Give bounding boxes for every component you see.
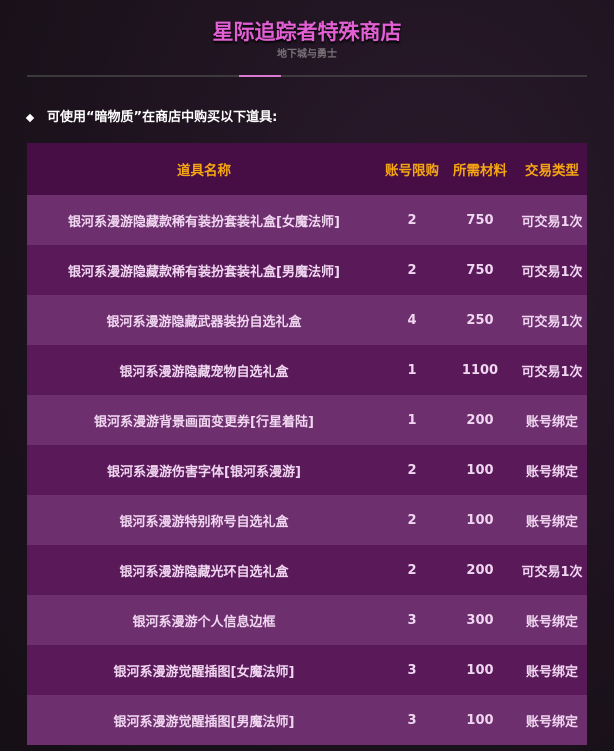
table-row: 银河系漫游背景画面变更券[行星着陆] 1 200 账号绑定: [27, 395, 587, 445]
table-row: 银河系漫游伤害字体[银河系漫游] 2 100 账号绑定: [27, 445, 587, 495]
trade-type: 账号绑定: [517, 595, 587, 645]
material-cost: 100: [443, 645, 517, 695]
item-name: 银河系漫游隐藏款稀有装扮套装礼盒[男魔法师]: [27, 245, 381, 295]
purchase-limit: 1: [381, 395, 443, 445]
trade-type: 可交易1次: [517, 345, 587, 395]
divider-accent: [239, 75, 281, 77]
material-cost: 750: [443, 195, 517, 245]
trade-type: 可交易1次: [517, 195, 587, 245]
item-name: 银河系漫游特别称号自选礼盒: [27, 495, 381, 545]
item-name: 银河系漫游个人信息边框: [27, 595, 381, 645]
item-name: 银河系漫游背景画面变更券[行星着陆]: [27, 395, 381, 445]
material-cost: 100: [443, 445, 517, 495]
page-subtitle: 地下城与勇士: [277, 49, 337, 60]
table-row: 银河系漫游个人信息边框 3 300 账号绑定: [27, 595, 587, 645]
table-row: 银河系漫游隐藏宠物自选礼盒 1 1100 可交易1次: [27, 345, 587, 395]
col-trade-type: 交易类型: [517, 143, 587, 195]
purchase-limit: 3: [381, 595, 443, 645]
trade-type: 账号绑定: [517, 445, 587, 495]
trade-type: 可交易1次: [517, 295, 587, 345]
material-cost: 1100: [443, 345, 517, 395]
material-cost: 250: [443, 295, 517, 345]
item-name: 银河系漫游隐藏宠物自选礼盒: [27, 345, 381, 395]
table-row: 银河系漫游觉醒插图[女魔法师] 3 100 账号绑定: [27, 645, 587, 695]
trade-type: 可交易1次: [517, 245, 587, 295]
material-cost: 100: [443, 495, 517, 545]
trade-type: 可交易1次: [517, 545, 587, 595]
item-name: 银河系漫游觉醒插图[男魔法师]: [27, 695, 381, 745]
col-limit: 账号限购: [381, 143, 443, 195]
material-cost: 750: [443, 245, 517, 295]
table-header: 道具名称 账号限购 所需材料 交易类型: [27, 143, 587, 195]
material-cost: 300: [443, 595, 517, 645]
purchase-limit: 3: [381, 645, 443, 695]
item-name: 银河系漫游隐藏光环自选礼盒: [27, 545, 381, 595]
item-name: 银河系漫游伤害字体[银河系漫游]: [27, 445, 381, 495]
shop-table: 道具名称 账号限购 所需材料 交易类型 银河系漫游隐藏款稀有装扮套装礼盒[女魔法…: [27, 143, 587, 745]
table-row: 银河系漫游觉醒插图[男魔法师] 3 100 账号绑定: [27, 695, 587, 745]
trade-type: 账号绑定: [517, 695, 587, 745]
col-item-name: 道具名称: [27, 143, 381, 195]
table-row: 银河系漫游隐藏款稀有装扮套装礼盒[男魔法师] 2 750 可交易1次: [27, 245, 587, 295]
divider: [27, 75, 587, 77]
purchase-limit: 1: [381, 345, 443, 395]
table-row: 银河系漫游隐藏款稀有装扮套装礼盒[女魔法师] 2 750 可交易1次: [27, 195, 587, 245]
purchase-limit: 3: [381, 695, 443, 745]
shop-note: 可使用“暗物质”在商店中购买以下道具:: [25, 106, 278, 125]
page-title: 星际追踪者特殊商店: [212, 20, 402, 44]
material-cost: 200: [443, 545, 517, 595]
trade-type: 账号绑定: [517, 395, 587, 445]
purchase-limit: 2: [381, 495, 443, 545]
purchase-limit: 4: [381, 295, 443, 345]
material-cost: 100: [443, 695, 517, 745]
note-text: 可使用“暗物质”在商店中购买以下道具:: [47, 110, 278, 125]
purchase-limit: 2: [381, 195, 443, 245]
purchase-limit: 2: [381, 245, 443, 295]
table-row: 银河系漫游隐藏光环自选礼盒 2 200 可交易1次: [27, 545, 587, 595]
purchase-limit: 2: [381, 545, 443, 595]
trade-type: 账号绑定: [517, 495, 587, 545]
trade-type: 账号绑定: [517, 645, 587, 695]
item-name: 银河系漫游觉醒插图[女魔法师]: [27, 645, 381, 695]
diamond-bullet-icon: [25, 113, 35, 122]
item-name: 银河系漫游隐藏武器装扮自选礼盒: [27, 295, 381, 345]
material-cost: 200: [443, 395, 517, 445]
col-cost: 所需材料: [443, 143, 517, 195]
table-row: 银河系漫游隐藏武器装扮自选礼盒 4 250 可交易1次: [27, 295, 587, 345]
purchase-limit: 2: [381, 445, 443, 495]
item-name: 银河系漫游隐藏款稀有装扮套装礼盒[女魔法师]: [27, 195, 381, 245]
table-row: 银河系漫游特别称号自选礼盒 2 100 账号绑定: [27, 495, 587, 545]
